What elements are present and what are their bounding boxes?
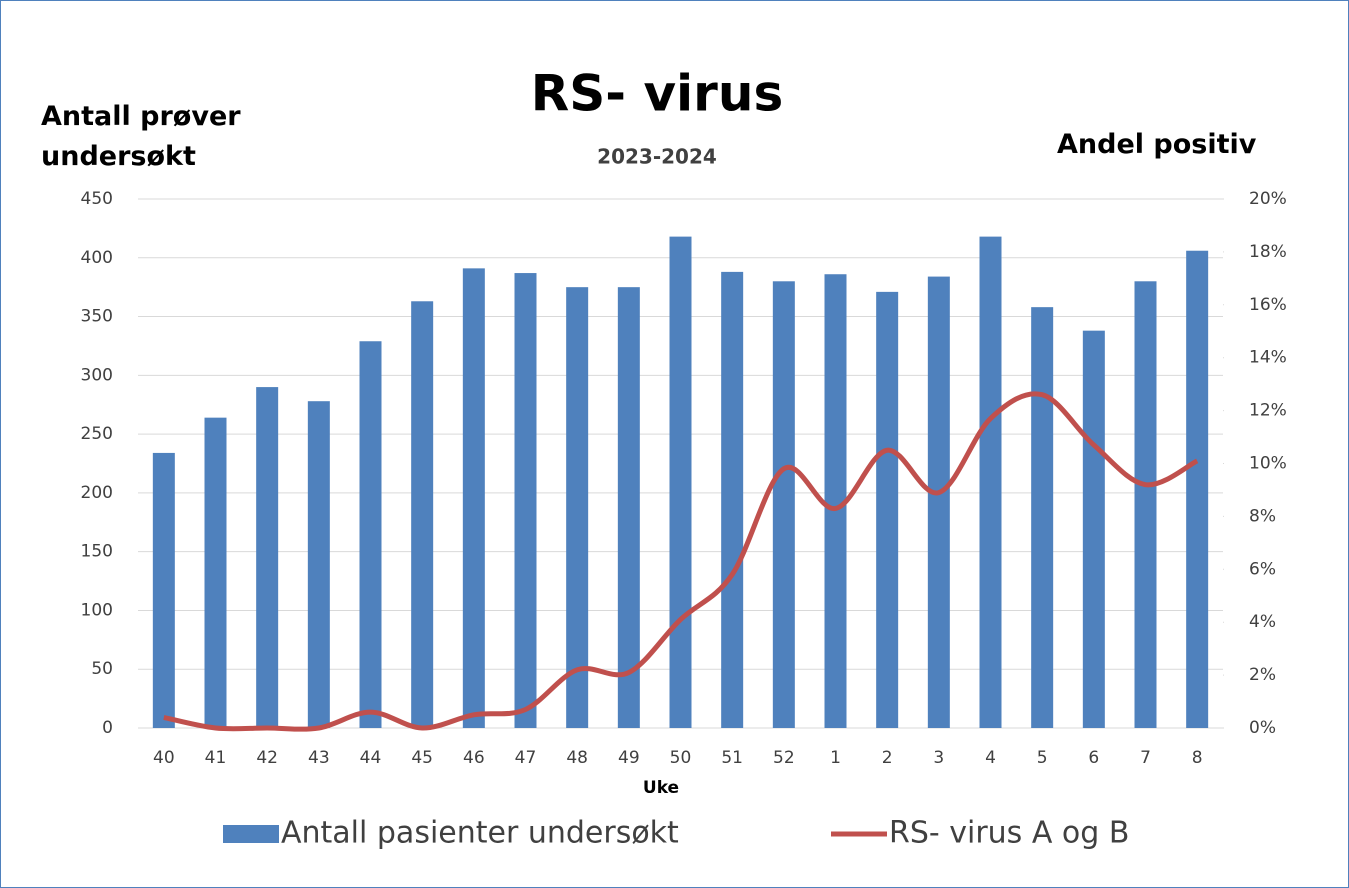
y2-tick-label: 20% xyxy=(1249,189,1287,209)
x-tick-label: 1 xyxy=(830,748,841,768)
bar xyxy=(979,236,1002,728)
bar xyxy=(204,417,227,728)
x-tick-label: 51 xyxy=(721,748,743,768)
legend-label: RS- virus A og B xyxy=(889,816,1129,851)
x-tick-label: 5 xyxy=(1037,748,1048,768)
x-tick-label: 42 xyxy=(256,748,278,768)
y2-tick-label: 18% xyxy=(1249,242,1287,262)
x-tick-label: 40 xyxy=(153,748,175,768)
y2-tick-label: 0% xyxy=(1249,718,1276,738)
y-tick-label: 400 xyxy=(81,248,113,268)
bar xyxy=(617,287,640,728)
x-tick-label: 6 xyxy=(1088,748,1099,768)
x-tick-label: 8 xyxy=(1192,748,1203,768)
y-tick-label: 450 xyxy=(81,189,113,209)
bar xyxy=(1134,281,1157,728)
y-tick-label: 250 xyxy=(81,424,113,444)
x-tick-label: 50 xyxy=(670,748,692,768)
y2-tick-label: 8% xyxy=(1249,506,1276,526)
bar xyxy=(566,287,589,728)
x-tick-label: 41 xyxy=(205,748,227,768)
x-tick-label: 49 xyxy=(618,748,640,768)
y-tick-label: 200 xyxy=(81,483,113,503)
y-tick-label: 100 xyxy=(81,600,113,620)
chart-subtitle: 2023-2024 xyxy=(597,145,717,169)
y2-tick-label: 2% xyxy=(1249,665,1276,685)
x-tick-label: 43 xyxy=(308,748,330,768)
y-tick-label: 0 xyxy=(102,718,113,738)
bar xyxy=(307,401,330,728)
x-tick-label: 3 xyxy=(933,748,944,768)
y-tick-label: 300 xyxy=(81,365,113,385)
y-tick-label: 150 xyxy=(81,542,113,562)
y2-tick-label: 10% xyxy=(1249,454,1287,474)
y2-tick-label: 14% xyxy=(1249,348,1287,368)
x-tick-label: 2 xyxy=(882,748,893,768)
y2-tick-label: 4% xyxy=(1249,612,1276,632)
x-tick-label: 4 xyxy=(985,748,996,768)
x-axis-label: Uke xyxy=(643,778,679,798)
bar xyxy=(927,276,950,728)
y2-tick-label: 6% xyxy=(1249,559,1276,579)
y-tick-label: 350 xyxy=(81,307,113,327)
bar xyxy=(772,281,795,728)
bar xyxy=(1082,330,1105,728)
y-tick-label: 50 xyxy=(91,659,113,679)
bar xyxy=(824,274,847,728)
legend-swatch xyxy=(223,825,279,843)
bar xyxy=(1186,250,1209,729)
x-tick-label: 46 xyxy=(463,748,485,768)
bar xyxy=(359,341,382,728)
y2-axis-label: Andel positiv xyxy=(1057,129,1257,160)
bar xyxy=(514,273,537,728)
bar xyxy=(669,236,692,728)
bar xyxy=(256,387,279,728)
bar xyxy=(411,301,434,728)
line xyxy=(163,391,1199,732)
x-tick-label: 52 xyxy=(773,748,795,768)
y-axis-label: Antall prøver undersøkt xyxy=(41,101,241,172)
bar xyxy=(721,271,744,728)
y2-tick-label: 16% xyxy=(1249,295,1287,315)
x-tick-label: 45 xyxy=(411,748,433,768)
chart-title: RS- virus xyxy=(531,65,783,123)
x-tick-label: 44 xyxy=(360,748,382,768)
x-tick-label: 48 xyxy=(566,748,588,768)
bar xyxy=(462,268,485,728)
bar xyxy=(1031,307,1054,728)
y2-tick-label: 12% xyxy=(1249,401,1287,421)
bar xyxy=(152,452,175,728)
legend-label: Antall pasienter undersøkt xyxy=(281,816,679,851)
bar xyxy=(876,291,899,728)
x-tick-label: 47 xyxy=(515,748,537,768)
x-tick-label: 7 xyxy=(1140,748,1151,768)
